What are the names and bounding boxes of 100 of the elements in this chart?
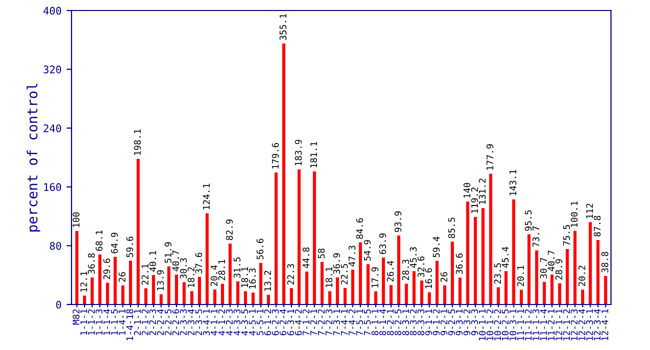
bar: [489, 174, 492, 304]
data-label: 47.3: [348, 246, 356, 266]
data-label: 36.6: [456, 254, 463, 274]
data-label: 51.9: [164, 242, 172, 263]
data-label: 28.9: [555, 259, 562, 280]
bar: [82, 296, 86, 304]
bar: [581, 290, 584, 304]
data-label: 29.6: [103, 258, 110, 280]
x-tick-label: 8-1-1: [372, 309, 378, 336]
x-tick-label: 8-3-2: [410, 309, 417, 336]
bar: [182, 282, 186, 304]
data-label: 100.1: [570, 201, 578, 227]
bar: [282, 44, 286, 304]
bar: [535, 250, 538, 304]
bar: [167, 266, 170, 304]
data-label: 32.6: [418, 256, 424, 277]
bar: [450, 242, 454, 304]
data-label: 87.8: [594, 216, 601, 236]
data-label: 119.2: [471, 188, 478, 213]
bar: [588, 222, 592, 304]
data-label: 140: [464, 182, 470, 198]
x-tick-label: 9-1-1: [425, 309, 432, 336]
data-label: 26: [440, 272, 448, 282]
bar: [344, 288, 347, 304]
data-label: 198.1: [134, 129, 141, 155]
x-tick-label: 1-1-2: [88, 309, 95, 335]
bar: [266, 294, 270, 304]
data-label: 179.6: [272, 142, 279, 168]
bar: [374, 291, 378, 304]
x-tick-label: 9-3-1: [456, 309, 463, 336]
bar: [604, 276, 608, 304]
data-label: 13.2: [264, 270, 272, 291]
x-tick-label: 4-3-5: [241, 309, 248, 336]
x-tick-label: 4-5-1: [249, 309, 256, 336]
data-label: 58: [318, 248, 325, 258]
y-tick-label: 0: [56, 300, 62, 309]
x-tick-label: 10-2-2: [494, 309, 501, 340]
y-tick-label: 320: [44, 66, 62, 74]
y-tick-label: 80: [50, 242, 62, 250]
bar: [160, 294, 163, 304]
bar: [114, 256, 117, 304]
data-label: 44.8: [302, 247, 310, 268]
data-label: 28.3: [402, 260, 410, 280]
data-label: 68.1: [96, 230, 102, 251]
data-label: 18.1: [241, 267, 248, 288]
bar: [366, 264, 370, 304]
x-tick-label: 7-2-2: [318, 309, 325, 336]
bar: [520, 290, 523, 304]
data-label: 16.6: [425, 268, 432, 288]
bar: [198, 276, 202, 304]
data-label: 17.9: [372, 267, 378, 288]
bar: [305, 272, 308, 304]
x-tick-label: 2-3-3: [180, 309, 187, 336]
data-label: 20.1: [517, 266, 524, 286]
bar: [290, 288, 293, 304]
bar: [213, 290, 216, 304]
x-tick-label: 11-2-1: [548, 309, 555, 340]
x-tick-label: 8-2-1: [386, 309, 394, 336]
x-tick-label: 10-3-1: [509, 309, 516, 340]
x-tick-label: 10-1-2: [486, 309, 494, 340]
x-tick-label: 12-4-1: [601, 309, 608, 340]
data-label: 22.1: [142, 264, 148, 285]
bar: [174, 274, 178, 304]
x-tick-label: 2-3-4: [188, 309, 194, 336]
x-tick-label: 2-1-1: [134, 309, 141, 336]
x-tick-label: 1-4-18: [126, 309, 134, 340]
data-label: 64.9: [110, 232, 118, 254]
x-tick-label: 1-1-4: [103, 309, 110, 335]
data-label: 22.3: [287, 264, 294, 284]
data-label: 84.6: [356, 218, 364, 239]
bar: [566, 249, 569, 304]
x-tick-label: 2-3-5: [195, 309, 202, 336]
bar: [190, 291, 194, 304]
data-label: 20.2: [578, 266, 586, 286]
x-tick-label: 7-1-2: [302, 309, 310, 336]
bar: [573, 230, 577, 304]
bar: [75, 231, 78, 304]
bar: [144, 288, 148, 304]
x-tick-label: 12-1-2: [563, 309, 570, 340]
bar: [252, 292, 255, 304]
data-label: 59.6: [126, 236, 134, 258]
bar: [412, 271, 416, 304]
data-label: 93.9: [394, 211, 402, 232]
bar: [244, 291, 247, 304]
data-label: 143.1: [509, 170, 516, 196]
x-tick-label: 12-3-4: [594, 309, 601, 340]
data-label: 45.3: [410, 247, 417, 268]
x-tick-label: 8-3-3: [418, 309, 424, 336]
x-tick-label: 4-2-3: [226, 309, 233, 336]
x-tick-label: 4-1-2: [218, 309, 225, 336]
bar: [428, 292, 431, 304]
x-tick-label: 9-1-2: [432, 309, 440, 336]
data-label: 16.3: [248, 268, 256, 288]
x-tick-label: 8-3-1: [402, 309, 410, 336]
bar: [259, 262, 262, 304]
bar: [274, 172, 278, 304]
data-label: 131.2: [478, 178, 486, 204]
x-tick-label: 6-4-2: [294, 309, 302, 336]
data-label: 124.1: [202, 184, 210, 210]
y-tick-label: 240: [44, 124, 62, 132]
